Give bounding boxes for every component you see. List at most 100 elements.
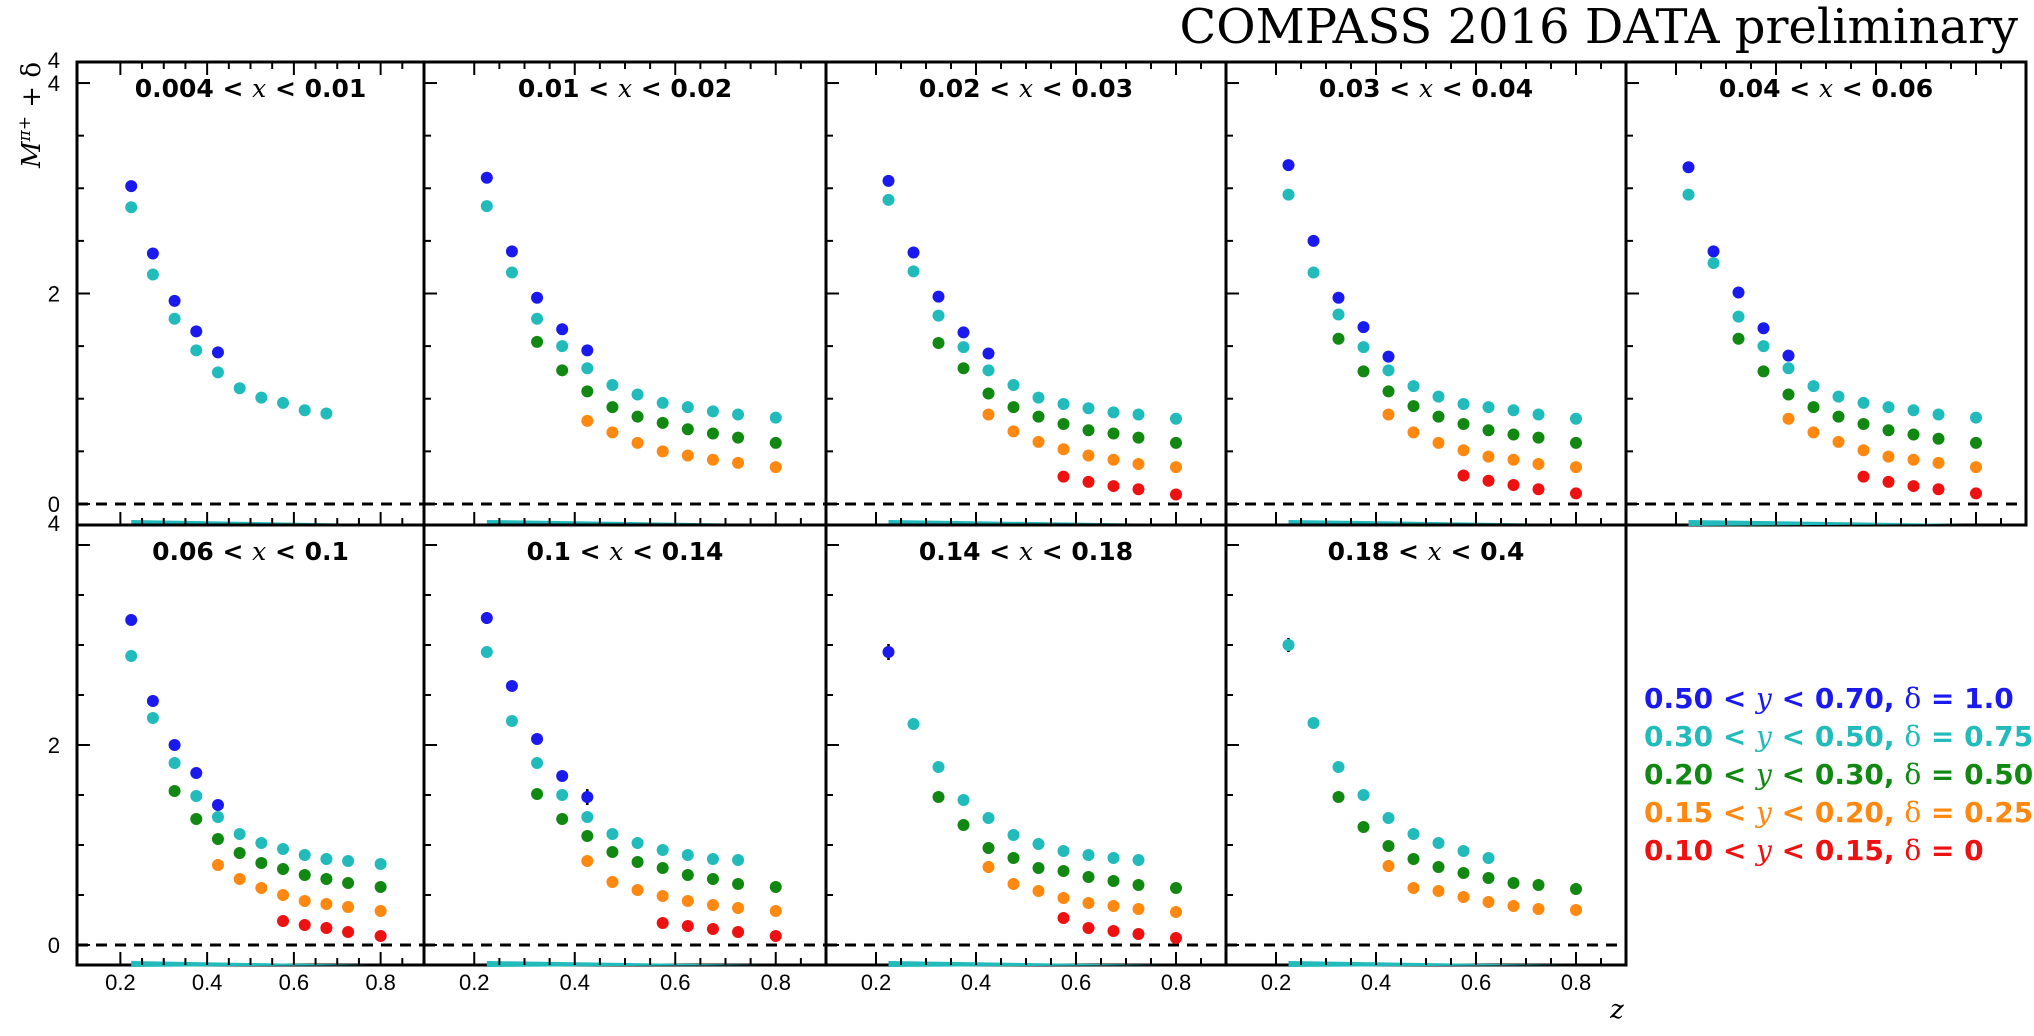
data-point [982, 387, 995, 400]
data-point [681, 920, 694, 932]
data-point [1170, 906, 1182, 918]
data-point [581, 362, 594, 375]
data-point [190, 813, 203, 825]
data-point [505, 680, 518, 692]
x-tick-label: 0.6 [1461, 970, 1492, 995]
panel-label-lo: 0.14 < [919, 537, 1019, 566]
data-point [706, 453, 719, 466]
data-point [706, 873, 719, 885]
y-tick-label: 0 [48, 933, 60, 958]
data-point [1357, 789, 1370, 801]
data-point [1282, 188, 1295, 201]
panel-label: 0.03 < x < 0.04 [1319, 74, 1533, 103]
data-point [1332, 791, 1345, 803]
x-tick-label: 0.4 [559, 970, 590, 995]
data-point [125, 614, 138, 626]
data-point [1057, 865, 1070, 877]
data-point [1857, 444, 1870, 457]
data-point [1357, 821, 1370, 833]
data-point [581, 791, 594, 803]
series-y-0.15-0.20 [982, 861, 1182, 918]
series-y-0.50-0.70 [125, 614, 224, 811]
series-y-0.10-0.15 [1457, 469, 1582, 500]
legend-y-var: y [1754, 796, 1773, 829]
y-tick-label: 2 [48, 733, 60, 758]
panel-9: 0.18 < x < 0.4 [1224, 523, 1628, 967]
legend-entry: 0.30 < y < 0.50, δ = 0.75 [1644, 720, 2033, 753]
data-point [320, 898, 333, 910]
data-point [211, 346, 224, 359]
data-point [1107, 427, 1120, 440]
data-point [1807, 380, 1820, 393]
data-point [1407, 426, 1420, 439]
data-point [1082, 849, 1095, 861]
data-point [190, 767, 203, 779]
data-point [277, 843, 290, 855]
series-y-0.20-0.30 [1332, 791, 1582, 895]
legend-y-min: 0.10 < [1644, 834, 1756, 867]
data-point [1832, 390, 1845, 403]
panel-frame [824, 523, 1228, 967]
panel-label-lo: 0.03 < [1319, 74, 1419, 103]
data-point [1007, 852, 1020, 864]
data-point [769, 905, 782, 917]
data-point [233, 382, 246, 395]
series-y-0.50-0.70 [882, 644, 895, 660]
data-point [1032, 410, 1045, 423]
data-point [1382, 408, 1395, 421]
chart-header-title: COMPASS 2016 DATA preliminary [1180, 0, 2018, 55]
series-y-0.20-0.30 [1332, 332, 1582, 449]
panel-label-var: x [1819, 74, 1833, 103]
data-point [957, 326, 970, 339]
legend-y-max: < 0.20, [1772, 796, 1904, 829]
data-point [732, 902, 745, 914]
data-point [581, 344, 594, 357]
data-point [146, 247, 159, 260]
x-tick-label: 0.8 [1161, 970, 1192, 995]
data-point [1432, 837, 1445, 849]
panel-label-var: x [618, 74, 632, 103]
data-point [1757, 340, 1770, 353]
data-point [1032, 862, 1045, 874]
data-point [320, 873, 333, 885]
data-point [631, 884, 644, 896]
data-point [1732, 332, 1745, 345]
data-point [1057, 470, 1070, 483]
legend-y-max: < 0.15, [1772, 834, 1904, 867]
data-point [1432, 410, 1445, 423]
series-y-0.10-0.15 [656, 917, 782, 942]
data-point [1732, 310, 1745, 323]
legend-delta-symbol: δ [1904, 796, 1921, 829]
data-point [1532, 903, 1545, 915]
data-point [1007, 379, 1020, 392]
data-point [1807, 401, 1820, 414]
data-point [1082, 402, 1095, 415]
data-point [1332, 291, 1345, 304]
data-point [1507, 877, 1520, 889]
data-point [581, 385, 594, 398]
data-point [631, 388, 644, 401]
legend-delta-symbol: δ [1904, 758, 1921, 791]
data-point [606, 426, 619, 439]
data-point [211, 811, 224, 823]
data-point [1482, 424, 1495, 437]
data-point [1970, 461, 1982, 474]
series-y-0.10-0.15 [1857, 470, 1982, 500]
data-point [932, 290, 945, 303]
data-point [1457, 891, 1470, 903]
data-point [1532, 879, 1545, 891]
panel-label-lo: 0.1 < [527, 537, 610, 566]
data-point [277, 396, 290, 409]
series-y-0.15-0.20 [581, 855, 782, 917]
data-point [932, 309, 945, 322]
data-point [581, 811, 594, 823]
data-point [982, 812, 995, 824]
data-point [882, 174, 895, 187]
data-point [556, 813, 569, 825]
data-point [606, 876, 619, 888]
x-tick-label: 0.4 [961, 970, 992, 995]
data-point [957, 794, 970, 806]
data-point [932, 791, 945, 803]
data-point [1007, 401, 1020, 414]
